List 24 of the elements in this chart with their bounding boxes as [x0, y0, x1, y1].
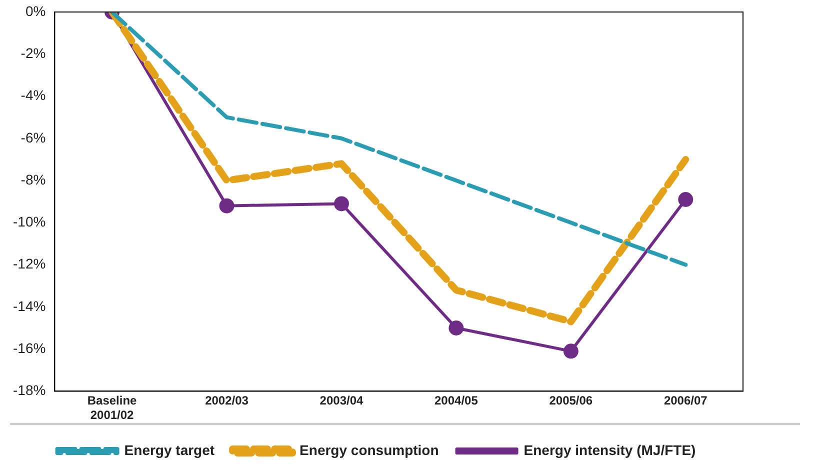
x-tick-label: Baseline 2001/02: [87, 394, 138, 422]
legend-label: Energy target: [124, 442, 215, 458]
legend-label: Energy consumption: [300, 442, 439, 458]
x-tick-label: 2005/06: [549, 394, 593, 408]
x-tick-label: 2002/03: [205, 394, 249, 408]
legend-label: Energy intensity (MJ/FTE): [524, 442, 696, 458]
x-tick-label: 2006/07: [664, 394, 708, 408]
point: [448, 320, 464, 336]
y-tick-label: -14%: [12, 298, 46, 314]
y-tick-label: -16%: [12, 340, 46, 356]
point: [334, 196, 349, 212]
y-tick-label: -10%: [12, 214, 46, 230]
x-tick-label: 2004/05: [434, 394, 478, 408]
y-tick-label: -8%: [20, 171, 46, 188]
y-tick-label: -2%: [20, 44, 46, 61]
y-tick-label: -18%: [12, 382, 46, 398]
point: [219, 198, 234, 214]
y-tick-label: -12%: [12, 256, 46, 272]
point: [678, 192, 694, 207]
y-tick-label: -4%: [20, 87, 46, 104]
y-tick-label: -6%: [20, 129, 46, 146]
y-tick-label: 0%: [25, 2, 46, 19]
x-tick-label: 2003/04: [320, 394, 364, 408]
point: [563, 344, 578, 359]
